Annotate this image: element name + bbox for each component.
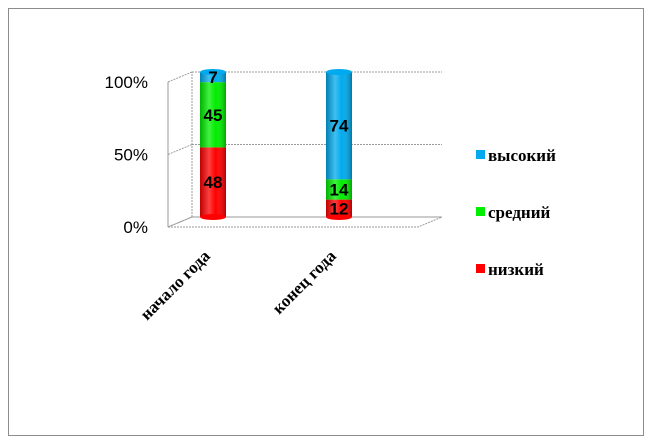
data-label: 45 [204,106,223,125]
legend: высокий средний низкий [476,146,556,279]
gridlines [167,71,443,228]
category-labels: начало года конец года [136,246,340,324]
floor [167,216,443,228]
y-tick-label: 50% [114,146,148,165]
legend-swatch [476,207,485,216]
bar-cap [326,69,352,75]
bar-segment-shade [326,72,352,180]
y-axis-ticks: 0% 50% 100% [105,73,148,237]
legend-swatch [476,150,485,159]
y-tick-label: 100% [105,73,148,92]
data-label: 14 [330,180,349,199]
bar-segment-shade [200,147,226,217]
legend-swatch [476,264,485,273]
legend-label: средний [488,203,551,222]
legend-label: низкий [488,260,544,279]
bar-base [200,214,226,220]
data-label: 74 [330,117,349,136]
bar-segment-shade [326,199,352,217]
category-label: начало года [136,246,214,324]
category-label: конец года [268,246,340,318]
data-label: 48 [204,173,223,192]
bar-base [326,214,352,220]
data-label: 7 [208,68,217,87]
gridline-side [167,144,193,155]
legend-label: высокий [488,146,556,165]
y-tick-label: 0% [123,218,148,237]
bar-segment-shade [200,82,226,148]
bars [200,69,352,220]
gridline-side [167,71,193,83]
bar-cap [200,69,226,75]
bar-segment-shade [200,72,226,83]
bar-segment-shade [326,179,352,200]
data-label: 12 [330,199,349,218]
